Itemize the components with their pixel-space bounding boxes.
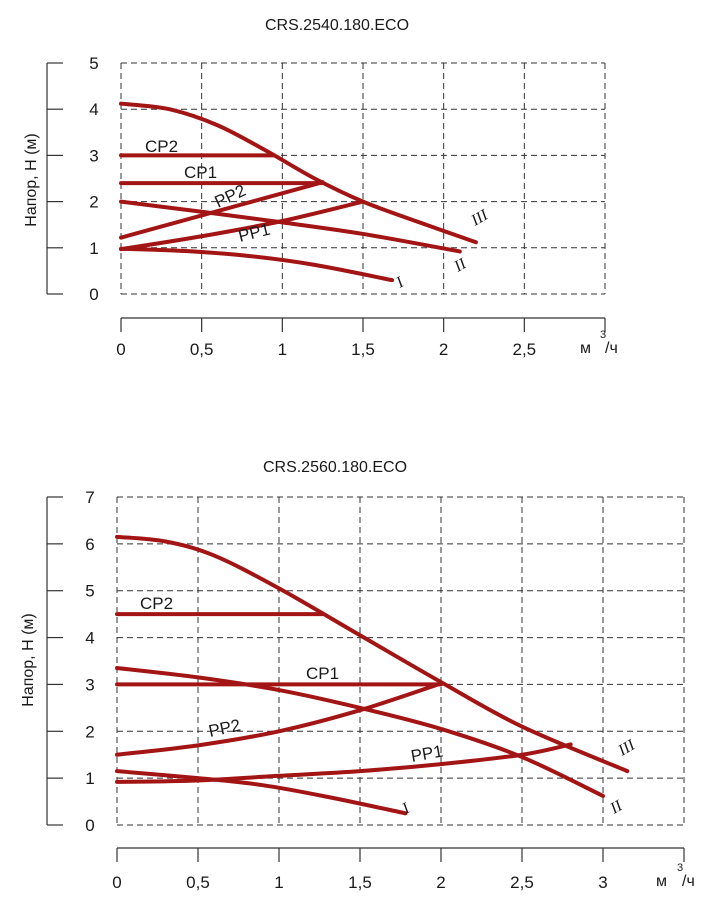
series-line-iii xyxy=(115,534,630,774)
curve-label-iii: III xyxy=(468,206,492,230)
axes xyxy=(46,62,606,332)
curve-labels: CP2 CP1 PP2 PP1 III II I xyxy=(145,137,491,292)
curve-label-pp1: PP1 xyxy=(236,220,272,246)
x-tick-label: 2,5 xyxy=(510,873,534,892)
curve-label-i: I xyxy=(393,274,408,292)
x-tick-label: 1,5 xyxy=(348,873,372,892)
series-line-pp2 xyxy=(115,681,443,757)
series-line-iii xyxy=(119,101,478,245)
x-tick-label: 2 xyxy=(436,873,445,892)
curve-labels: CP2 CP1 PP2 PP1 III II I xyxy=(140,594,638,818)
axes xyxy=(46,496,685,862)
x-unit-label: м 3 /ч xyxy=(580,329,618,357)
y-tick-label: 0 xyxy=(89,285,98,304)
series-lines xyxy=(119,101,478,283)
series-line-ii xyxy=(119,199,462,254)
chart-crs-2540: CRS.2540.180.ECO Напор, Н (м) 0 0,5 1 1,5 2 2… xyxy=(23,17,618,359)
series-line-i xyxy=(119,246,395,283)
y-axis-label: Напор, Н (м) xyxy=(23,133,40,226)
x-tick-label: 0,5 xyxy=(190,340,214,359)
y-tick-label: 3 xyxy=(89,146,98,165)
x-tick-label: 1,5 xyxy=(351,340,375,359)
x-tick-label: 2 xyxy=(439,340,448,359)
x-tick-label: 0 xyxy=(112,873,121,892)
x-tick-label: 0 xyxy=(116,340,125,359)
y-tick-label: 0 xyxy=(85,816,94,835)
y-tick-label: 2 xyxy=(89,193,98,212)
y-tick-label: 6 xyxy=(85,535,94,554)
curve-label-cp2: CP2 xyxy=(140,594,173,613)
x-unit-sup: 3 xyxy=(677,862,683,874)
y-tick-label: 4 xyxy=(89,100,98,119)
x-unit-sup: 3 xyxy=(600,329,606,341)
series-line-pp1 xyxy=(115,742,573,784)
x-unit-tail: /ч xyxy=(605,340,618,357)
x-unit-base: м xyxy=(656,873,667,890)
y-tick-label: 5 xyxy=(89,54,98,73)
curve-label-cp1: CP1 xyxy=(184,163,217,182)
chart-title: CRS.2540.180.ECO xyxy=(265,17,409,34)
x-tick-label: 0,5 xyxy=(186,873,210,892)
x-unit-base: м xyxy=(580,340,591,357)
curve-label-ii: II xyxy=(607,797,626,818)
curve-label-pp2: PP2 xyxy=(207,716,242,741)
x-tick-label: 2,5 xyxy=(513,340,537,359)
y-axis-label: Напор, Н (м) xyxy=(20,613,37,706)
y-tick-label: 1 xyxy=(89,239,98,258)
curve-label-ii: II xyxy=(451,255,470,276)
y-tick-labels: 0 1 2 3 4 5 xyxy=(89,54,98,304)
curve-label-cp2: CP2 xyxy=(145,137,178,156)
y-tick-label: 3 xyxy=(85,675,94,694)
chart-title: CRS.2560.180.ECO xyxy=(263,459,407,476)
series-line-ii xyxy=(115,666,605,798)
series-line-pp2 xyxy=(119,180,325,240)
x-tick-label: 3 xyxy=(598,873,607,892)
x-unit-label: м 3 /ч xyxy=(656,862,695,890)
x-unit-tail: /ч xyxy=(682,873,695,890)
curve-label-i: I xyxy=(399,800,414,818)
y-tick-label: 5 xyxy=(85,582,94,601)
x-tick-labels: 0 0,5 1 1,5 2 2,5 3 xyxy=(112,873,607,892)
chart-crs-2560: CRS.2560.180.ECO Напор, Н (м) 0 0,5 1 1,5 2 2… xyxy=(20,459,695,892)
y-tick-label: 2 xyxy=(85,722,94,741)
series-line-i xyxy=(115,769,408,816)
x-tick-labels: 0 0,5 1 1,5 2 2,5 xyxy=(116,340,536,359)
y-tick-labels: 0 1 2 3 4 5 6 7 xyxy=(85,488,94,835)
y-tick-label: 4 xyxy=(85,629,94,648)
y-tick-label: 7 xyxy=(85,488,94,507)
grid xyxy=(116,496,685,826)
x-tick-label: 1 xyxy=(274,873,283,892)
curve-label-cp1: CP1 xyxy=(306,664,339,683)
y-tick-label: 1 xyxy=(85,769,94,788)
curve-label-iii: III xyxy=(615,736,639,760)
series-lines xyxy=(115,534,630,816)
x-tick-label: 1 xyxy=(278,340,287,359)
series-line-pp1 xyxy=(119,199,365,252)
